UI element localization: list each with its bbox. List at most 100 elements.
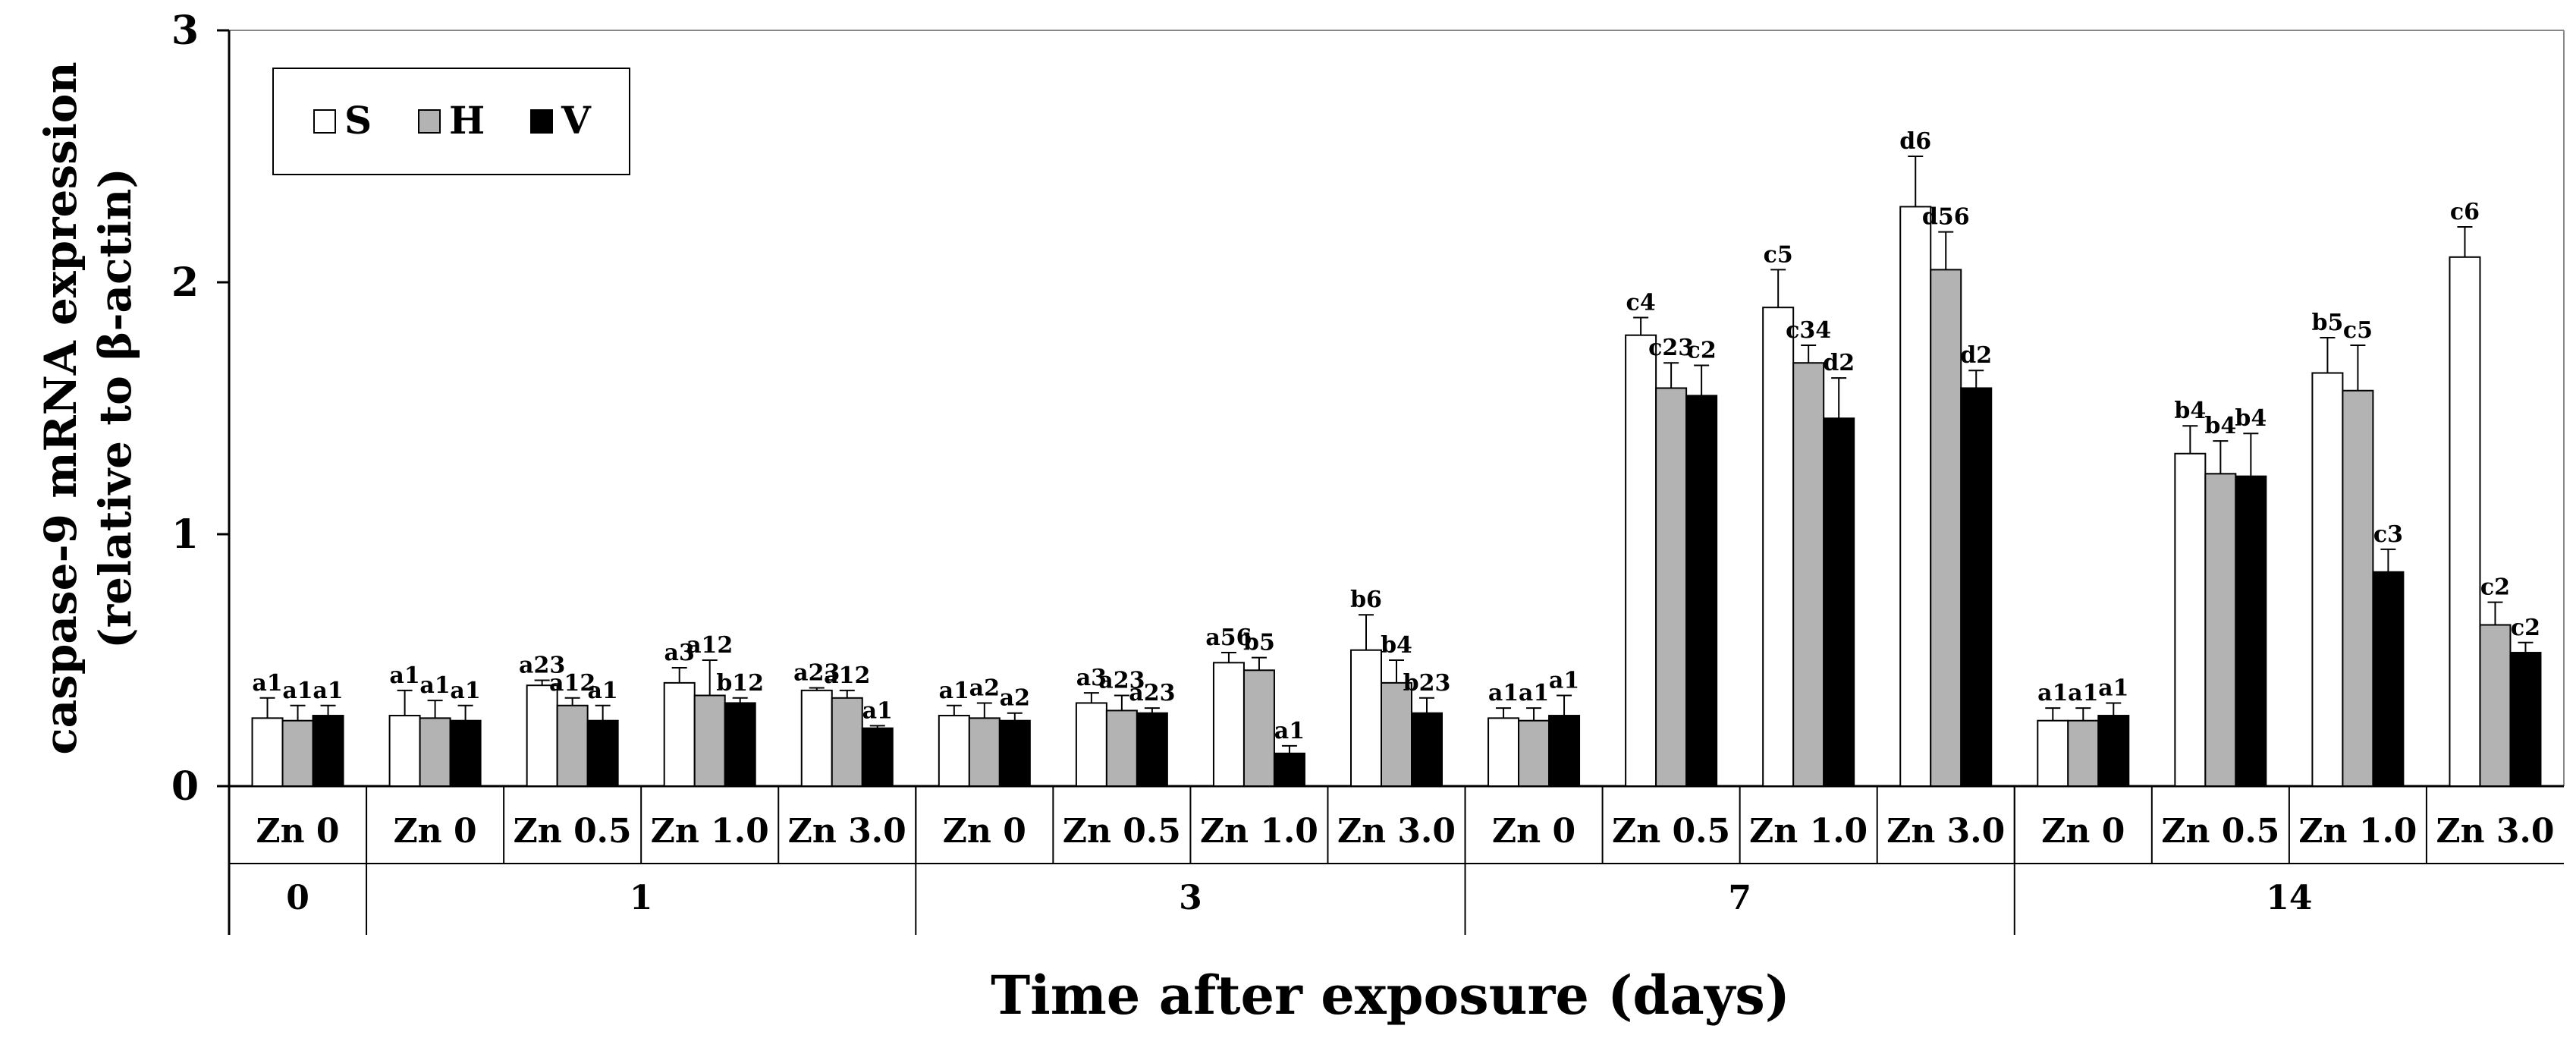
legend-label-h: H [449,98,485,143]
significance-label: a1 [1274,718,1305,744]
day-label: 1 [630,879,653,917]
category-label: Zn 0 [256,812,340,851]
category-label: Zn 0 [394,812,477,851]
bar-s [2449,256,2481,787]
bar-s [663,681,696,787]
bar-s [1075,702,1107,787]
bar-s [800,689,833,788]
category-label: Zn 0 [2041,812,2125,851]
bar-s [938,715,970,787]
category-label: Zn 1.0 [1749,812,1868,851]
significance-label: c2 [1687,338,1717,364]
day-label: 14 [2266,879,2312,917]
significance-label: b4 [2204,413,2236,439]
category-label: Zn 0.5 [2161,812,2279,851]
y-axis-subtitle: (relative to β-actin) [90,168,141,649]
bar-v [1960,387,1993,787]
legend-label-v: V [561,98,592,143]
significance-label: c23 [1648,335,1694,361]
significance-label: a23 [1129,680,1175,706]
significance-label: c5 [1764,241,1793,268]
category-label: Zn 3.0 [2436,812,2554,851]
bar-h [2204,473,2237,787]
bar-s [1350,649,1382,787]
bar-s [251,717,284,787]
significance-label: a1 [389,662,419,689]
bar-h [1655,387,1688,787]
significance-label: a1 [587,678,617,704]
significance-label: a3 [664,640,695,666]
bar-s [1487,717,1520,787]
significance-label: b12 [716,670,764,697]
significance-label: a1 [313,678,343,704]
category-label: Zn 3.0 [788,812,906,851]
significance-label: a2 [969,675,1000,701]
y-axis-title: caspase-9 mRNA expression [35,61,86,754]
significance-label: c5 [2343,317,2373,344]
bar-v [724,702,756,787]
bar-h [1381,681,1412,787]
legend-swatch-v [530,109,553,134]
significance-label: b4 [2174,398,2206,424]
significance-label: c6 [2450,199,2480,225]
significance-label: b4 [2235,405,2267,432]
significance-label: a1 [450,678,480,704]
y-tick-label: 3 [171,8,199,54]
category-label: Zn 0.5 [1612,812,1730,851]
day-label: 7 [1728,879,1751,917]
significance-label: d56 [1922,204,1970,231]
significance-label: d2 [1960,342,1992,369]
category-label: Zn 0.5 [514,812,632,851]
bar-v [1685,395,1718,787]
bar-v [1548,715,1581,787]
legend-box [272,68,630,175]
bar-s [526,684,558,788]
y-tick-label: 1 [171,511,199,558]
x-axis-title: Time after exposure (days) [991,964,1790,1027]
bar-s [1899,206,1932,787]
significance-label: a2 [1000,685,1030,712]
bar-h [281,719,314,787]
bar-v [449,719,482,787]
bar-v [1136,712,1168,787]
significance-label: d6 [1899,128,1931,155]
significance-label: b4 [1381,632,1412,659]
significance-label: c2 [2511,615,2540,641]
significance-label: a1 [2068,680,2098,706]
legend-swatch-h [418,109,441,134]
significance-label: c2 [2480,574,2510,601]
bar-v [861,727,894,788]
bar-h [1105,709,1138,788]
significance-label: a1 [282,678,313,704]
bar-s [2174,452,2207,787]
bar-h [968,717,1001,787]
bar-h [831,697,863,787]
category-label: Zn 0 [1492,812,1575,851]
significance-label: a1 [1488,680,1519,706]
bar-s [1212,662,1245,787]
bar-v [1823,417,1855,788]
significance-label: a12 [549,670,595,697]
significance-label: a1 [2098,675,2128,701]
bar-h [1242,669,1275,788]
bar-h [556,704,589,788]
bar-v [1273,752,1305,788]
bar-s [2037,719,2069,787]
legend-label-s: S [344,98,372,143]
day-label: 3 [1179,879,1202,917]
bar-h [2067,719,2100,787]
significance-label: b5 [2311,310,2343,336]
bar-h [2342,389,2374,787]
category-label: Zn 3.0 [1337,812,1456,851]
significance-label: b23 [1403,670,1451,697]
significance-label: a23 [793,660,840,687]
bar-h [1518,719,1550,787]
bar-v [2509,652,2542,787]
bar-s [2311,372,2344,787]
significance-label: b6 [1350,587,1382,613]
significance-label: b5 [1243,630,1275,656]
significance-label: a3 [1076,665,1107,691]
significance-label: a1 [2037,680,2068,706]
bar-s [388,715,421,787]
